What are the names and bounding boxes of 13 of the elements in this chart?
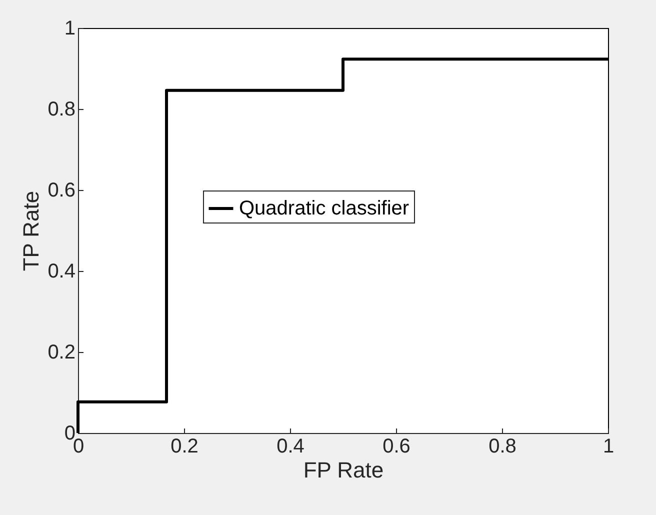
x-axis-title: FP Rate bbox=[303, 458, 384, 482]
legend-label: Quadratic classifier bbox=[239, 198, 410, 220]
x-tick-label: 0.6 bbox=[382, 436, 410, 458]
y-tick-label: 0.8 bbox=[48, 98, 76, 120]
x-tick-label: 0.2 bbox=[170, 436, 198, 458]
y-tick-label: 0.2 bbox=[48, 342, 76, 364]
y-tick-label: 1 bbox=[64, 18, 76, 40]
x-tick-label: 0.4 bbox=[276, 436, 304, 458]
y-tick-label: 0.6 bbox=[48, 180, 76, 202]
y-axis-title: TP Rate bbox=[18, 190, 44, 272]
x-tick-label: 0.8 bbox=[488, 436, 516, 458]
x-tick-label: 1 bbox=[602, 436, 614, 458]
y-tick-label: 0.4 bbox=[48, 260, 76, 282]
